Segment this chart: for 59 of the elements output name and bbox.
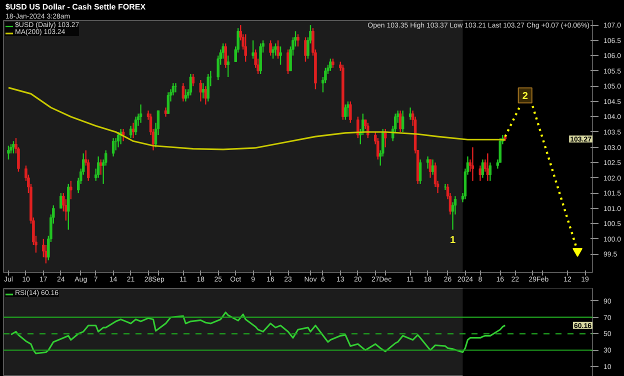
candlestick bbox=[304, 36, 307, 62]
candlestick bbox=[206, 73, 210, 102]
candlestick bbox=[279, 46, 282, 66]
candlestick bbox=[269, 40, 272, 56]
candlestick bbox=[182, 82, 185, 102]
candlestick bbox=[296, 34, 300, 48]
line-series bbox=[10, 312, 506, 354]
chart-title: $USD US Dollar - Cash Settle FOREX bbox=[6, 2, 146, 12]
candlestick bbox=[96, 156, 100, 178]
candlestick bbox=[488, 162, 492, 182]
candlestick bbox=[428, 158, 432, 178]
candlestick bbox=[286, 48, 290, 75]
candlestick bbox=[224, 42, 227, 68]
candlestick bbox=[204, 86, 208, 106]
candlestick bbox=[122, 128, 125, 142]
annotation: 2 bbox=[522, 90, 528, 102]
candlestick bbox=[344, 104, 347, 120]
candlestick bbox=[7, 145, 10, 160]
candlestick bbox=[12, 140, 15, 154]
candlestick bbox=[444, 183, 447, 191]
candlestick bbox=[166, 92, 170, 114]
candlestick bbox=[164, 106, 168, 118]
annotation: 1 bbox=[450, 235, 456, 246]
candlestick bbox=[129, 125, 132, 139]
candlestick bbox=[184, 88, 188, 102]
candlestick bbox=[418, 158, 422, 185]
candlestick bbox=[112, 138, 115, 158]
candlestick bbox=[116, 131, 120, 148]
candlestick bbox=[276, 40, 280, 60]
candlestick bbox=[132, 122, 135, 139]
candlestick bbox=[134, 116, 138, 136]
candlestick bbox=[252, 40, 254, 60]
candlestick bbox=[408, 106, 412, 120]
candlestick bbox=[70, 180, 72, 200]
candlestick bbox=[349, 100, 352, 124]
candlestick bbox=[99, 158, 102, 176]
candlestick bbox=[60, 192, 62, 209]
candlestick bbox=[471, 146, 474, 182]
candlestick bbox=[346, 100, 350, 118]
candlestick bbox=[426, 156, 430, 170]
candlestick bbox=[192, 73, 195, 87]
candlestick bbox=[244, 34, 247, 62]
candlestick bbox=[189, 73, 192, 96]
candlestick bbox=[332, 58, 334, 68]
candlestick bbox=[398, 110, 402, 133]
candlestick bbox=[272, 46, 274, 60]
candlestick bbox=[486, 152, 490, 182]
candlestick bbox=[481, 158, 484, 178]
candlestick bbox=[202, 82, 205, 99]
candlestick bbox=[139, 104, 142, 124]
candlestick bbox=[356, 116, 360, 139]
candlestick bbox=[384, 128, 387, 148]
candlestick bbox=[329, 58, 332, 72]
candlestick bbox=[401, 110, 404, 133]
candlestick bbox=[199, 79, 202, 102]
candlestick bbox=[478, 164, 482, 182]
candlestick bbox=[226, 55, 230, 78]
candlestick bbox=[274, 42, 277, 56]
candlestick bbox=[431, 158, 434, 176]
